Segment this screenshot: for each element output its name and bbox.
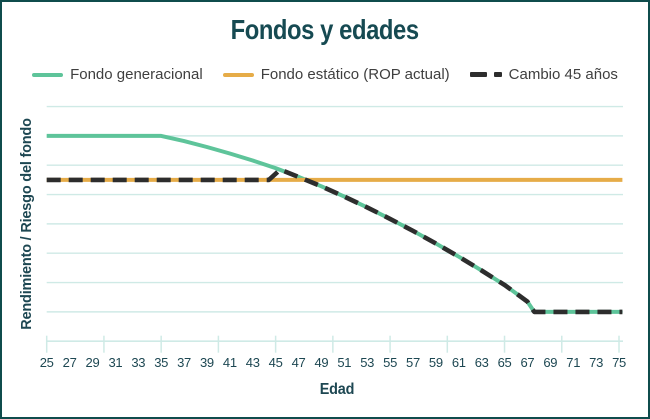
x-tick-label: 73 xyxy=(589,355,603,370)
legend-label: Fondo generacional xyxy=(70,66,203,83)
x-tick-label: 65 xyxy=(498,355,512,370)
series-line-fondo-generacional xyxy=(46,133,623,314)
series-line-cambio-45 xyxy=(46,167,623,315)
x-tick-label: 49 xyxy=(314,355,328,370)
x-tick-label: 63 xyxy=(475,355,489,370)
y-axis-title: Rendimiento / Riesgo del fondo xyxy=(19,118,35,330)
dash-segment xyxy=(493,72,502,77)
x-tick-label: 53 xyxy=(360,355,374,370)
x-tick-label: 71 xyxy=(566,355,580,370)
legend-dash-swatch xyxy=(469,72,502,77)
x-tick-label: 45 xyxy=(269,355,283,370)
x-tick-label: 37 xyxy=(177,355,191,370)
x-tick-label: 31 xyxy=(108,355,122,370)
dash-segment xyxy=(469,72,487,77)
legend-line-swatch-orange xyxy=(222,72,254,77)
x-tick-label: 27 xyxy=(63,355,77,370)
x-axis-title: Edad xyxy=(319,381,355,398)
chart-title: Fondos y edades xyxy=(230,14,420,45)
legend-item-fondo-estatico: Fondo estático (ROP actual) xyxy=(222,66,450,83)
legend-line-swatch-green xyxy=(32,72,64,77)
x-tick-label: 59 xyxy=(429,355,443,370)
x-tick-label: 35 xyxy=(154,355,168,370)
legend-label: Cambio 45 años xyxy=(508,66,618,83)
x-tick-label: 55 xyxy=(383,355,397,370)
x-tick-label: 57 xyxy=(406,355,420,370)
x-tick-label: 75 xyxy=(612,355,626,370)
x-tick-label: 43 xyxy=(246,355,260,370)
x-tick-label: 41 xyxy=(223,355,237,370)
legend-item-cambio-45: Cambio 45 años xyxy=(469,66,618,83)
legend-item-fondo-generacional: Fondo generacional xyxy=(32,66,203,83)
x-tick-label: 47 xyxy=(292,355,306,370)
x-tick-label: 33 xyxy=(131,355,145,370)
x-tick-label: 25 xyxy=(40,355,54,370)
x-tick-label: 67 xyxy=(520,355,534,370)
legend-label: Fondo estático (ROP actual) xyxy=(260,66,450,83)
x-tick-label: 61 xyxy=(452,355,466,370)
x-tick-label: 29 xyxy=(86,355,100,370)
x-tick-label: 69 xyxy=(543,355,557,370)
x-tick-label: 39 xyxy=(200,355,214,370)
x-tick-label: 51 xyxy=(337,355,351,370)
legend: Fondo generacional Fondo estático (ROP a… xyxy=(2,66,648,83)
chart-title-row: Fondos y edades xyxy=(2,14,648,46)
